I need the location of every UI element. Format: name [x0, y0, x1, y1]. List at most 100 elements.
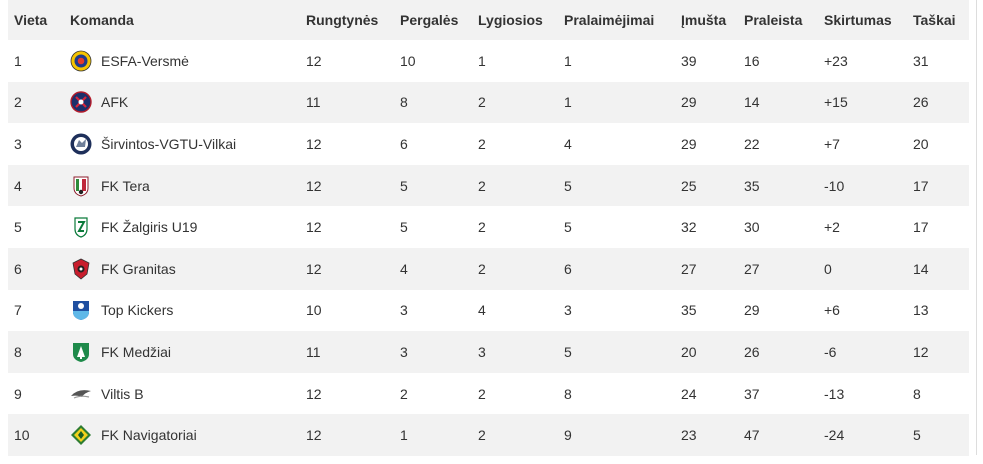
draws-cell: 2	[478, 206, 564, 248]
losses-cell: 1	[564, 81, 681, 124]
goals-for-cell: 35	[681, 289, 744, 332]
header-points[interactable]: Taškai	[913, 0, 969, 40]
goal-diff-cell: -24	[824, 414, 913, 456]
losses-cell: 5	[564, 331, 681, 373]
header-row: Vieta Komanda Rungtynės Pergalės Lygiosi…	[8, 0, 969, 40]
goal-diff-cell: -13	[824, 372, 913, 415]
team-name-link[interactable]: Viltis B	[101, 385, 144, 402]
table-row: 1 ESFA-Versmė 12 10 1 1 39 16 +23 31	[8, 40, 969, 82]
draws-cell: 3	[478, 331, 564, 373]
goal-diff-cell: +15	[824, 81, 913, 124]
team-cell: AFK	[70, 81, 306, 124]
points-cell: 5	[913, 414, 969, 456]
goals-for-cell: 24	[681, 372, 744, 415]
team-name-link[interactable]: FK Medžiai	[101, 343, 172, 360]
losses-cell: 8	[564, 372, 681, 415]
losses-cell: 4	[564, 123, 681, 165]
draws-cell: 2	[478, 372, 564, 415]
goals-for-cell: 29	[681, 123, 744, 165]
goals-against-cell: 26	[744, 331, 824, 373]
granitas-logo-icon	[70, 258, 92, 280]
table-right-border	[976, 0, 977, 455]
goals-for-cell: 20	[681, 331, 744, 373]
wins-cell: 8	[400, 81, 478, 124]
played-cell: 12	[306, 372, 400, 415]
position-cell: 6	[8, 247, 70, 290]
position-cell: 9	[8, 372, 70, 415]
topkickers-logo-icon	[70, 299, 92, 321]
played-cell: 12	[306, 123, 400, 165]
position-cell: 3	[8, 123, 70, 165]
table-row: 8 FK Medžiai 11 3 3 5 20 26 -6 12	[8, 331, 969, 373]
table-row: 2 AFK 11 8 2 1 29 14 +15 26	[8, 81, 969, 124]
medziai-logo-icon	[70, 341, 92, 363]
draws-cell: 1	[478, 40, 564, 82]
team-cell: Viltis B	[70, 372, 306, 415]
header-losses[interactable]: Pralaimėjimai	[564, 0, 681, 40]
team-cell: ESFA-Versmė	[70, 40, 306, 82]
wins-cell: 5	[400, 206, 478, 248]
goals-for-cell: 27	[681, 247, 744, 290]
table-row: 5 FK Žalgiris U19 12 5 2 5 32 30 +2 17	[8, 206, 969, 248]
header-goals-for[interactable]: Įmušta	[681, 0, 744, 40]
header-position[interactable]: Vieta	[8, 0, 70, 40]
team-name-link[interactable]: Širvintos-VGTU-Vilkai	[101, 135, 237, 152]
position-cell: 8	[8, 331, 70, 373]
goal-diff-cell: +2	[824, 206, 913, 248]
team-cell: Top Kickers	[70, 289, 306, 332]
points-cell: 31	[913, 40, 969, 82]
table-row: 10 FK Navigatoriai 12 1 2 9 23 47 -24 5	[8, 414, 969, 456]
header-wins[interactable]: Pergalės	[400, 0, 478, 40]
goals-against-cell: 47	[744, 414, 824, 456]
played-cell: 12	[306, 206, 400, 248]
table-row: 3 Širvintos-VGTU-Vilkai 12 6 2 4 29 22 +…	[8, 123, 969, 165]
position-cell: 7	[8, 289, 70, 332]
losses-cell: 1	[564, 40, 681, 82]
goals-against-cell: 29	[744, 289, 824, 332]
team-name-link[interactable]: ESFA-Versmė	[101, 52, 189, 69]
goal-diff-cell: 0	[824, 247, 913, 290]
header-team[interactable]: Komanda	[70, 0, 306, 40]
team-cell: FK Tera	[70, 164, 306, 207]
points-cell: 13	[913, 289, 969, 332]
header-draws[interactable]: Lygiosios	[478, 0, 564, 40]
header-goals-against[interactable]: Praleista	[744, 0, 824, 40]
table-row: 6 FK Granitas 12 4 2 6 27 27 0 14	[8, 247, 969, 290]
wins-cell: 4	[400, 247, 478, 290]
played-cell: 12	[306, 164, 400, 207]
wins-cell: 5	[400, 164, 478, 207]
wins-cell: 1	[400, 414, 478, 456]
team-name-link[interactable]: FK Navigatoriai	[101, 427, 197, 444]
team-name-link[interactable]: AFK	[101, 94, 129, 111]
losses-cell: 9	[564, 414, 681, 456]
goals-for-cell: 25	[681, 164, 744, 207]
table-row: 9 Viltis B 12 2 2 8 24 37 -13 8	[8, 372, 969, 415]
losses-cell: 3	[564, 289, 681, 332]
team-name-link[interactable]: FK Žalgiris U19	[101, 219, 198, 236]
position-cell: 2	[8, 81, 70, 124]
header-goal-diff[interactable]: Skirtumas	[824, 0, 913, 40]
team-name-link[interactable]: FK Tera	[101, 177, 150, 194]
team-name-link[interactable]: FK Granitas	[101, 260, 176, 277]
team-cell: FK Medžiai	[70, 331, 306, 373]
team-cell: Širvintos-VGTU-Vilkai	[70, 123, 306, 165]
goal-diff-cell: -6	[824, 331, 913, 373]
afk-logo-icon	[70, 91, 92, 114]
wins-cell: 6	[400, 123, 478, 165]
points-cell: 26	[913, 81, 969, 124]
points-cell: 17	[913, 206, 969, 248]
goal-diff-cell: -10	[824, 164, 913, 207]
played-cell: 11	[306, 81, 400, 124]
standings-table-container: Vieta Komanda Rungtynės Pergalės Lygiosi…	[8, 0, 977, 456]
goals-against-cell: 30	[744, 206, 824, 248]
header-played[interactable]: Rungtynės	[306, 0, 400, 40]
points-cell: 8	[913, 372, 969, 415]
zalgiris-logo-icon	[70, 216, 92, 238]
losses-cell: 6	[564, 247, 681, 290]
team-name-link[interactable]: Top Kickers	[101, 302, 174, 319]
viltis-logo-icon	[70, 383, 92, 405]
goals-against-cell: 27	[744, 247, 824, 290]
table-row: 4 FK Tera 12 5 2 5 25 35 -10 17	[8, 164, 969, 207]
points-cell: 12	[913, 331, 969, 373]
draws-cell: 2	[478, 164, 564, 207]
